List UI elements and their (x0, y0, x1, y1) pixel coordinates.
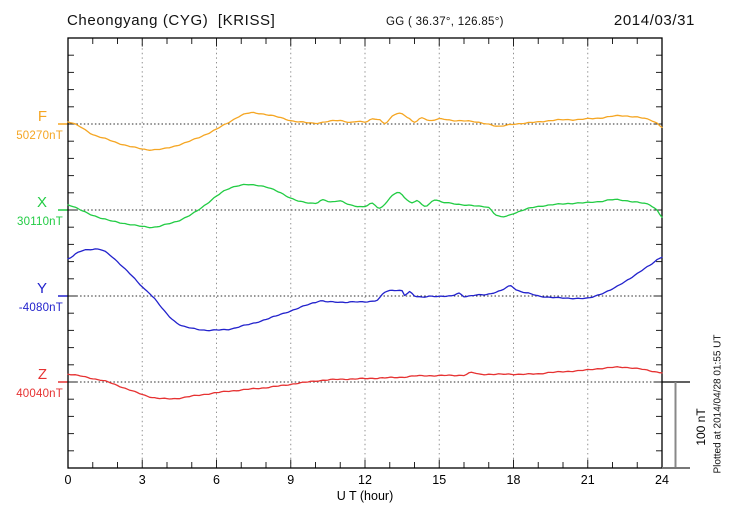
plotted-at-note: Plotted at 2014/04/28 01:55 UT (712, 334, 724, 474)
x-tick-label-9: 9 (287, 473, 295, 487)
trace-Z (67, 366, 663, 400)
trace-label-X: X 30110nT (0, 195, 63, 228)
x-tick-label-15: 15 (432, 473, 447, 487)
trace-letter-Y: Y (36, 280, 47, 297)
trace-F (67, 111, 663, 151)
station-title: Cheongyang (CYG) [KRISS] (67, 12, 276, 29)
scale-bar-label: 100 nT (694, 408, 708, 446)
trace-X (67, 183, 663, 229)
plot-frame (67, 37, 663, 469)
x-axis-title: U T (hour) (336, 489, 394, 503)
trace-letter-X: X (36, 194, 47, 211)
x-tick-label-24: 24 (655, 473, 669, 487)
x-tick-label-3: 3 (138, 473, 146, 487)
x-tick-label-18: 18 (506, 473, 521, 487)
trace-label-Y: Y -4080nT (0, 281, 63, 314)
trace-label-Z: Z 40040nT (0, 367, 63, 400)
trace-Y (67, 248, 663, 332)
plot-date: 2014/03/31 (613, 12, 695, 29)
trace-reference-value-Z: 40040nT (16, 388, 63, 400)
x-tick-label-0: 0 (64, 473, 72, 487)
trace-letter-F: F (37, 108, 47, 125)
geographic-coordinates: GG ( 36.37°, 126.85°) (386, 16, 504, 28)
trace-label-F: F 50270nT (0, 109, 63, 142)
trace-reference-value-Y: -4080nT (18, 302, 63, 314)
trace-reference-value-X: 30110nT (17, 216, 63, 228)
x-tick-label-12: 12 (358, 473, 372, 487)
trace-reference-value-F: 50270nT (16, 130, 63, 142)
x-tick-label-6: 6 (213, 473, 220, 487)
trace-letter-Z: Z (37, 366, 47, 383)
x-tick-label-21: 21 (580, 473, 595, 487)
